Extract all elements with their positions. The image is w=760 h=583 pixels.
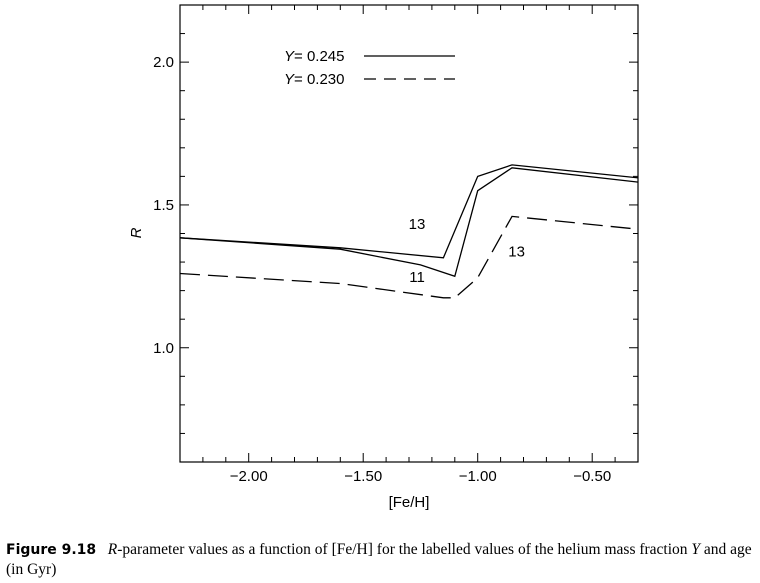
y-tick-label: 1.5 [153,197,174,214]
legend-var: Y [284,48,295,65]
caption-part: R [107,541,118,558]
axis-ticks: −2.00 −1.50 −1.00 −0.50 1.0 1.5 2.0 [153,4,639,485]
x-tick-label: −0.50 [573,468,611,485]
x-tick-label: −1.00 [459,468,497,485]
caption-part: -parameter values as a function of [Fe/H… [117,541,692,558]
annotations: 13 11 13 [409,216,525,286]
figure-label: Figure 9.18 [6,542,97,558]
x-tick-label: −1.50 [344,468,382,485]
age-annotation: 11 [409,269,425,286]
legend-label-solid: Y= 0.245 [284,48,344,65]
caption-part: Y [691,541,701,558]
age-annotation: 13 [409,216,426,233]
caption-part: and age (in Gyr) [6,541,752,578]
y-tick-label: 2.0 [153,54,174,71]
y-tick-label: 1.0 [153,340,174,357]
figure-caption: Figure 9.18 R-parameter values as a func… [6,540,758,580]
plot-frame [179,4,639,463]
y-axis-label: R [128,227,145,238]
x-tick-label: −2.00 [230,468,268,485]
legend-value: = 0.245 [294,48,344,65]
age-annotation: 13 [508,243,525,260]
series-line-y0245-age11-1 [179,167,639,278]
series-layer [179,164,639,299]
series-line-y0245-age13-0 [179,164,639,259]
legend-value: = 0.230 [294,71,344,88]
caption-text: R-parameter values as a function of [Fe/… [6,541,752,578]
legend-label-dashed: Y= 0.230 [284,71,344,88]
series-line-y0230-age13-2 [179,215,639,299]
chart-svg: −2.00 −1.50 −1.00 −0.501.01.52.0 Y= 0.245Y=… [128,4,639,511]
x-axis-label: [Fe/H] [389,494,430,511]
legend-var: Y [284,71,295,88]
